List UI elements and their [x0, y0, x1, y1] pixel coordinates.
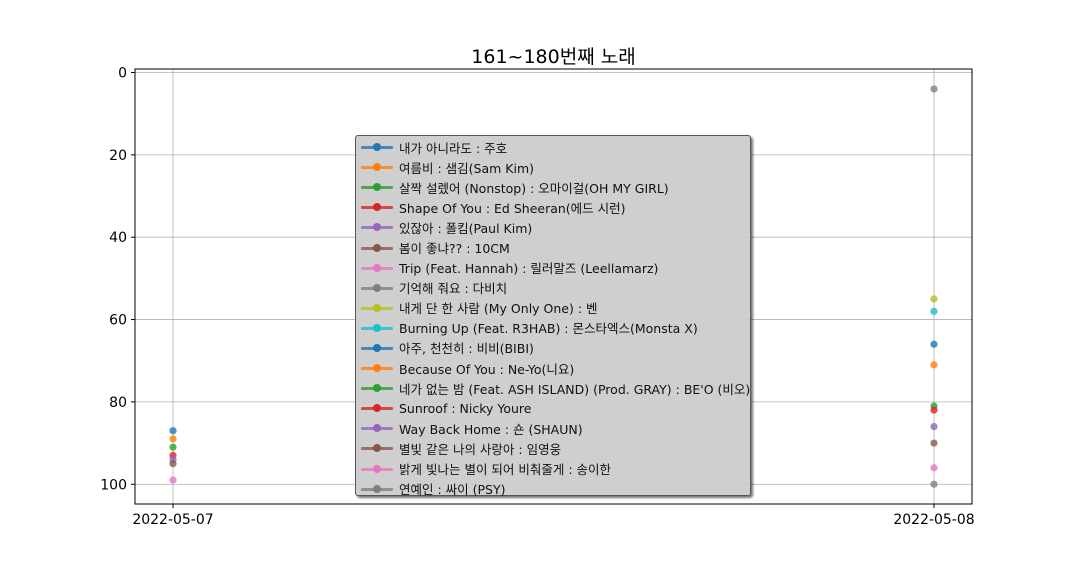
data-point: [930, 361, 938, 369]
y-tick-label: 80: [109, 395, 127, 411]
legend-swatch: [361, 262, 393, 274]
chart-title: 161~180번째 노래: [471, 46, 636, 68]
legend-swatch: [361, 161, 393, 173]
data-point: [930, 295, 938, 303]
legend-label: Shape Of You : Ed Sheeran(에드 시런): [399, 200, 626, 216]
legend-swatch: [361, 402, 393, 414]
legend-label: 봄이 좋냐?? : 10CM: [399, 241, 510, 257]
legend-swatch: [361, 242, 393, 254]
legend-label: 내게 단 한 사람 (My Only One) : 벤: [399, 301, 598, 317]
data-point: [930, 439, 938, 447]
legend-swatch: [361, 382, 393, 394]
legend-swatch: [361, 442, 393, 454]
data-point: [930, 307, 938, 315]
data-point: [169, 435, 177, 443]
legend-item: 내가 아니라도 : 주호: [356, 137, 750, 157]
legend-swatch: [361, 201, 393, 213]
legend-item: 아주, 천천히 : 비비(BIBI): [356, 338, 750, 358]
x-tick-label: 2022-05-07: [132, 512, 213, 528]
legend-label: 아주, 천천히 : 비비(BIBI): [399, 341, 534, 357]
legend-swatch: [361, 302, 393, 314]
legend-item: 살짝 설렜어 (Nonstop) : 오마이걸(OH MY GIRL): [356, 177, 750, 197]
legend-item: 네가 없는 밤 (Feat. ASH ISLAND) (Prod. GRAY) …: [356, 378, 750, 398]
legend-label: 여름비 : 샘김(Sam Kim): [399, 160, 535, 176]
legend-item: Way Back Home : 숀 (SHAUN): [356, 418, 750, 438]
legend-swatch: [361, 221, 393, 233]
data-point: [930, 464, 938, 472]
data-point: [930, 340, 938, 348]
legend-label: Sunroof : Nicky Youre: [399, 400, 532, 416]
legend-item: 밝게 빛나는 별이 되어 비춰줄게 : 송이한: [356, 459, 750, 479]
legend-item: 기억해 줘요 : 다비치: [356, 278, 750, 298]
x-tick-label: 2022-05-08: [893, 512, 974, 528]
legend-swatch: [361, 282, 393, 294]
y-tick-label: 40: [109, 230, 127, 246]
legend-item: 봄이 좋냐?? : 10CM: [356, 237, 750, 257]
legend-label: 살짝 설렜어 (Nonstop) : 오마이걸(OH MY GIRL): [399, 180, 669, 196]
legend-label: Burning Up (Feat. R3HAB) : 몬스타엑스(Monsta …: [399, 321, 698, 337]
legend-label: 별빛 같은 나의 사랑아 : 임영웅: [399, 441, 562, 457]
data-point: [169, 460, 177, 468]
data-point: [930, 406, 938, 414]
legend-swatch: [361, 483, 393, 495]
legend-item: 있잖아 : 폴킴(Paul Kim): [356, 217, 750, 237]
legend-label: 연예인 : 싸이 (PSY): [399, 482, 506, 498]
legend-item: Shape Of You : Ed Sheeran(에드 시런): [356, 197, 750, 217]
legend-item: 별빛 같은 나의 사랑아 : 임영웅: [356, 438, 750, 458]
legend-label: 네가 없는 밤 (Feat. ASH ISLAND) (Prod. GRAY) …: [399, 381, 751, 397]
legend-item: Because Of You : Ne-Yo(니요): [356, 358, 750, 378]
legend-item: Burning Up (Feat. R3HAB) : 몬스타엑스(Monsta …: [356, 318, 750, 338]
y-tick-label: 20: [109, 148, 127, 164]
legend-label: 밝게 빛나는 별이 되어 비춰줄게 : 송이한: [399, 462, 612, 478]
legend-item: Sunroof : Nicky Youre: [356, 398, 750, 418]
data-point: [169, 427, 177, 435]
axis-ticks: 0 20 40 60 80 100 2022-05-07 2022-05-08: [100, 66, 974, 529]
data-point: [930, 85, 938, 93]
legend-label: 기억해 줘요 : 다비치: [399, 281, 508, 297]
data-point: [169, 443, 177, 451]
legend-label: Way Back Home : 숀 (SHAUN): [399, 421, 583, 437]
data-point: [930, 480, 938, 488]
legend-label: 있잖아 : 폴킴(Paul Kim): [399, 220, 533, 236]
data-points: [169, 85, 938, 488]
legend-swatch: [361, 322, 393, 334]
y-tick-label: 0: [118, 66, 127, 82]
legend-item: 연예인 : 싸이 (PSY): [356, 479, 750, 499]
legend-label: Trip (Feat. Hannah) : 릴러말즈 (Leellamarz): [399, 261, 659, 277]
y-tick-label: 100: [100, 477, 127, 493]
legend-swatch: [361, 181, 393, 193]
legend-swatch: [361, 422, 393, 434]
plot-frame: [134, 68, 973, 505]
legend-item: 내게 단 한 사람 (My Only One) : 벤: [356, 298, 750, 318]
legend-swatch: [361, 362, 393, 374]
legend-label: 내가 아니라도 : 주호: [399, 140, 508, 156]
legend-item: 여름비 : 샘김(Sam Kim): [356, 157, 750, 177]
y-tick-label: 60: [109, 313, 127, 329]
legend-item: Trip (Feat. Hannah) : 릴러말즈 (Leellamarz): [356, 258, 750, 278]
legend-swatch: [361, 141, 393, 153]
legend-swatch: [361, 463, 393, 475]
data-point: [169, 476, 177, 484]
legend-label: Because Of You : Ne-Yo(니요): [399, 361, 575, 377]
legend-swatch: [361, 342, 393, 354]
data-point: [930, 423, 938, 431]
